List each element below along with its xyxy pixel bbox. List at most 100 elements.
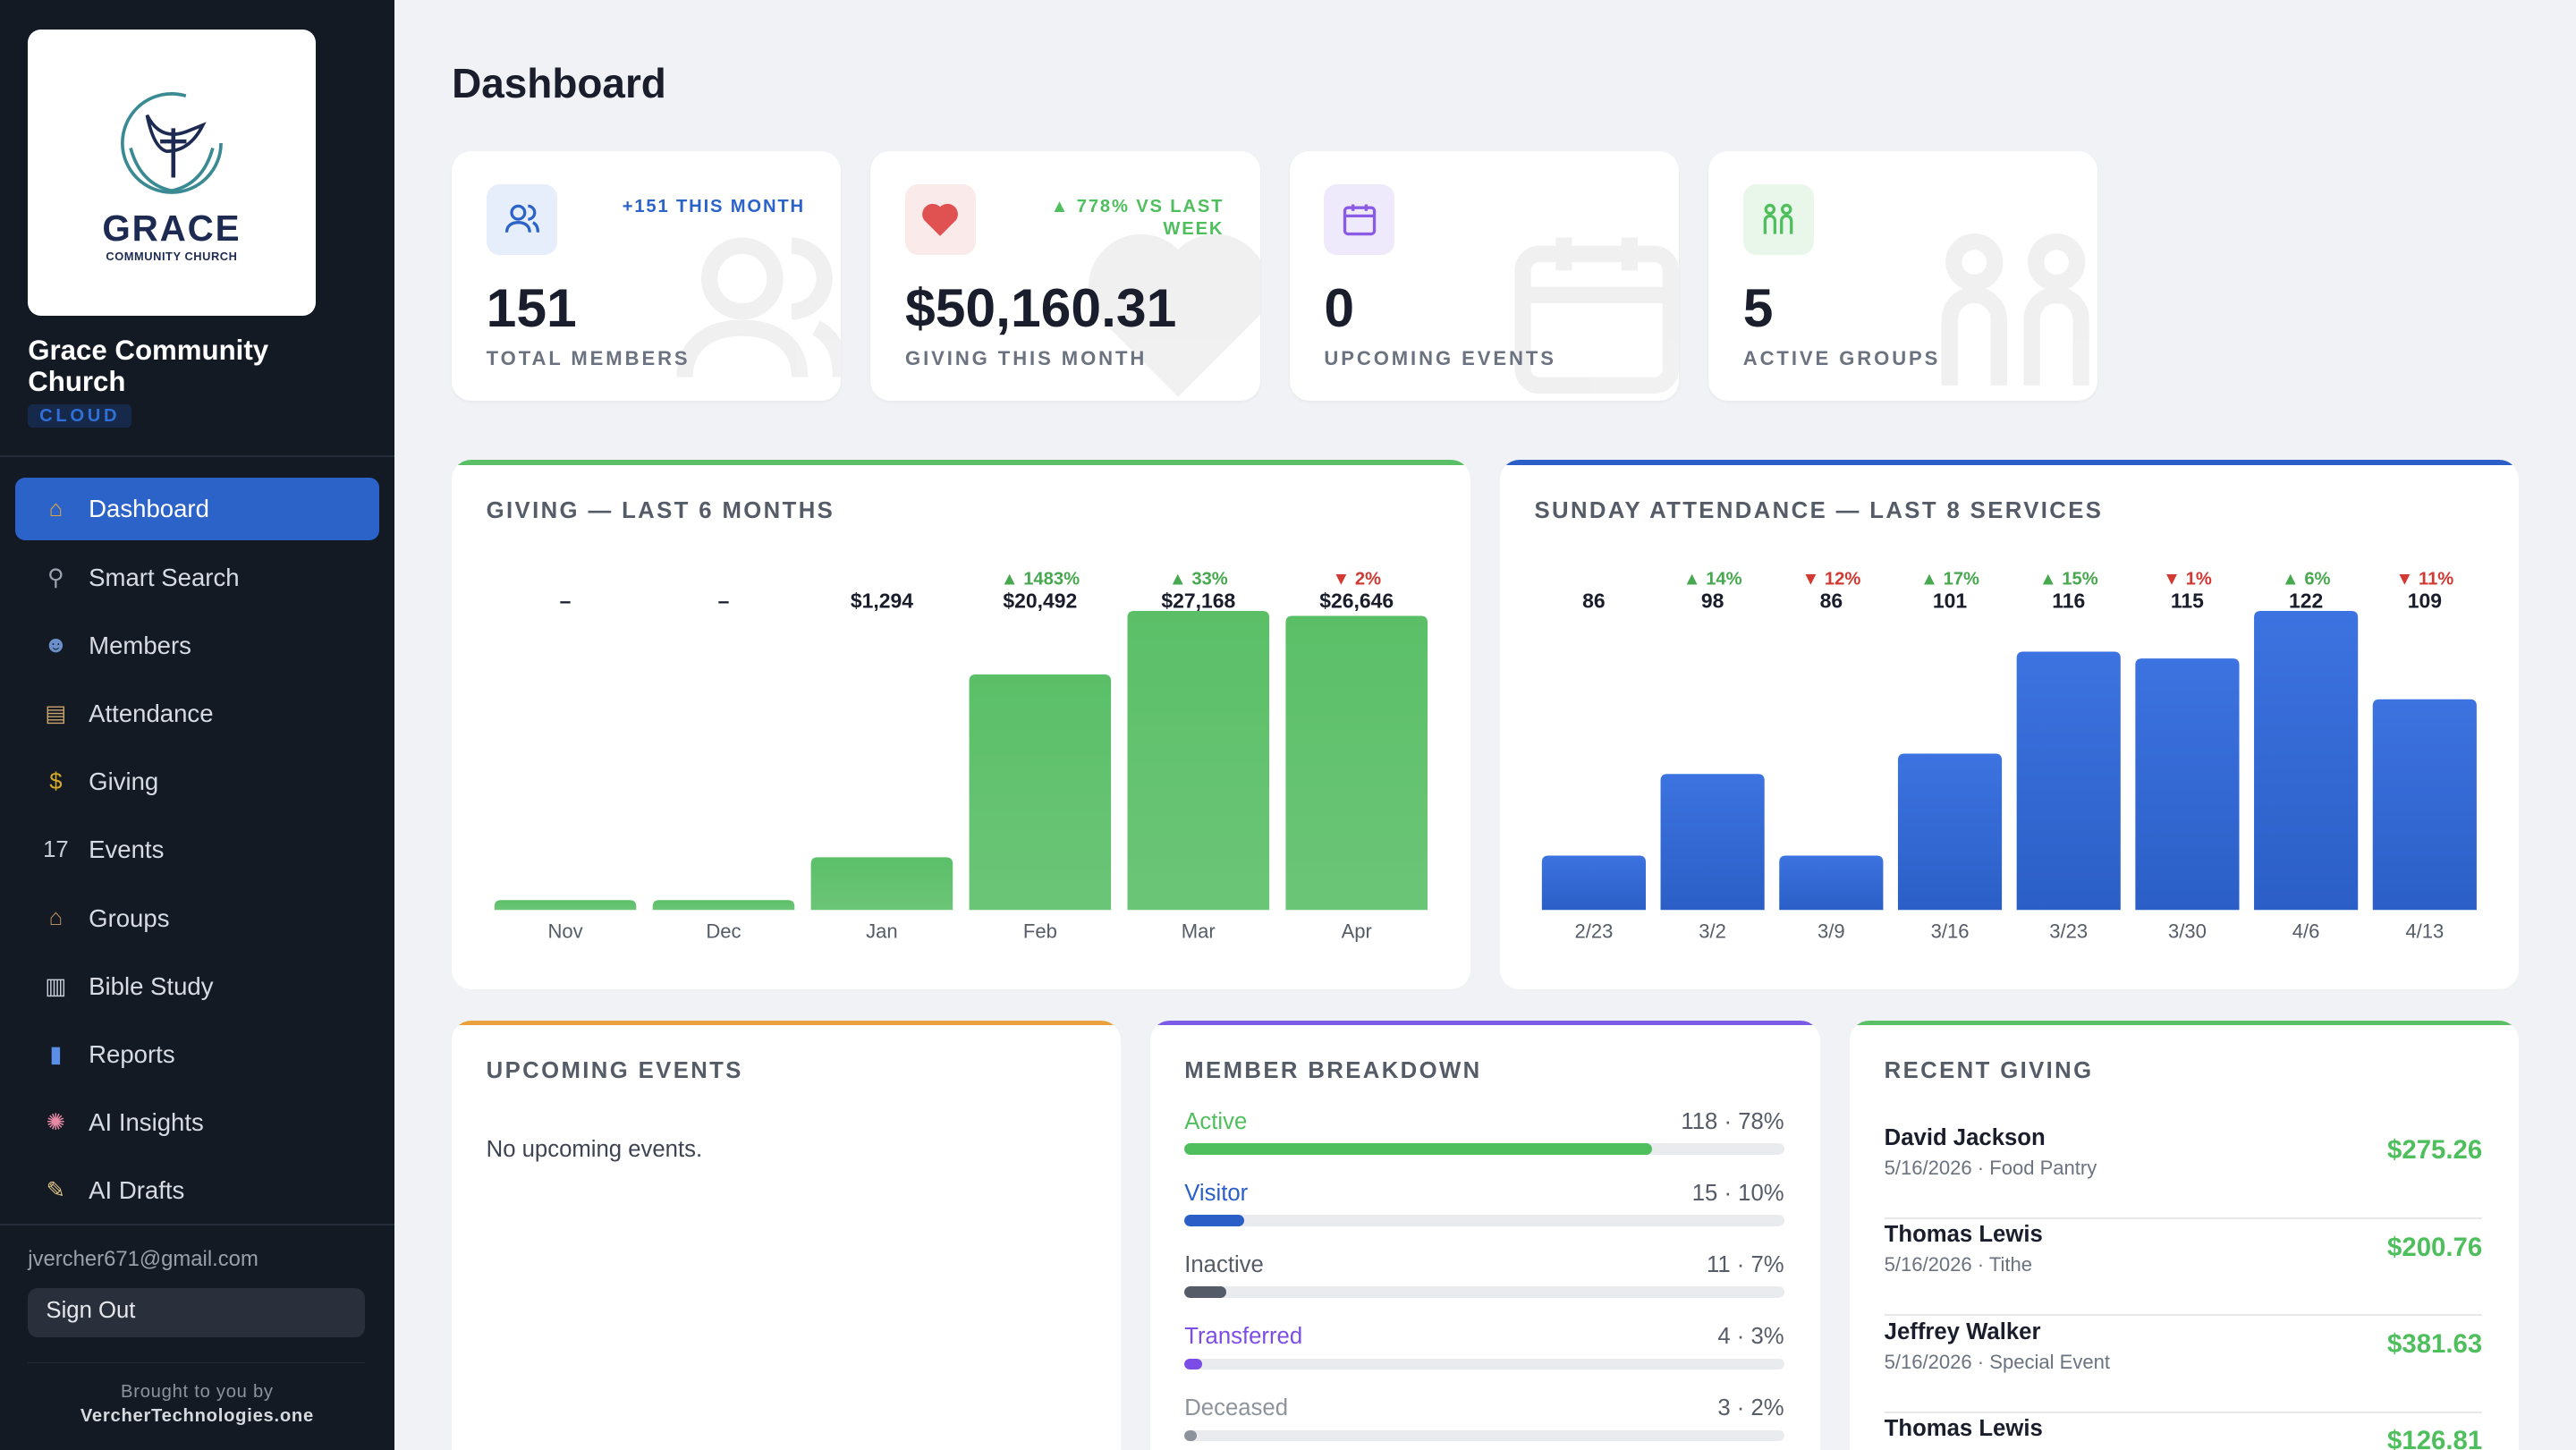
group-icon [1742,183,1814,255]
category-label: 3/2 [1699,920,1726,943]
status-count: 11 · 7% [1706,1251,1784,1277]
gift-amount: $126.81 [2387,1426,2483,1450]
category-label: 3/16 [1930,920,1969,943]
card-title: UPCOMING EVENTS [486,1057,743,1083]
breakdown-row-inactive: Inactive 11 · 7% [1184,1252,1784,1311]
gift-amount: $275.26 [2387,1135,2483,1166]
attendance-bar-chart: 862/23▲ 14%983/2▼ 12%863/9▲ 17%1013/16▲ … [1541,570,2477,943]
progress-track [1184,1429,1784,1442]
status-label: Active [1184,1108,1248,1134]
progress-fill [1184,1215,1245,1227]
value-label: 86 [1819,589,1843,613]
bar[interactable] [1660,774,1765,911]
stat-value: 151 [486,276,577,338]
progress-track [1184,1286,1784,1299]
houses-icon: ⌂ [48,905,64,931]
stat-card-upcoming-events[interactable]: 0 UPCOMING EVENTS [1289,150,1680,402]
sidebar-item-label: Events [89,835,165,864]
status-count: 3 · 2% [1717,1395,1784,1421]
change-label: ▼ 2% [1332,570,1381,589]
status-label: Transferred [1184,1324,1303,1349]
stat-card-giving-this-month[interactable]: ▲ 778% VS LAST WEEK $50,160.31 GIVING THIS… [870,150,1260,402]
sidebar-item-events[interactable]: 17 Events [15,818,380,881]
divider [0,454,394,457]
category-label: 3/23 [2049,920,2088,943]
stat-trend: ▲ 778% VS LAST WEEK [1050,196,1224,240]
bar[interactable] [1541,855,1646,911]
bar[interactable] [494,900,637,911]
progress-fill [1184,1143,1653,1156]
gift-meta: 5/16/2026 · Special Event [1884,1350,2110,1373]
progress-track [1184,1143,1784,1156]
card-accent [452,460,1470,465]
bar[interactable] [2016,651,2121,911]
stat-card-total-members[interactable]: +151 THIS MONTH 151 TOTAL MEMBERS [452,150,842,402]
change-label: ▼ 12% [1801,570,1860,589]
sidebar-item-attendance[interactable]: ▤ Attendance [15,683,380,745]
card-title: MEMBER BREAKDOWN [1184,1057,1482,1083]
brand-link[interactable]: VercherTechnologies.one [80,1406,314,1427]
users-watermark-icon [660,213,842,401]
heart-icon [905,183,976,255]
bar[interactable] [1897,753,2003,911]
bar[interactable] [1285,615,1428,911]
logo-wordmark: GRACE [102,207,242,249]
stat-card-active-groups[interactable]: 5 ACTIVE GROUPS [1708,150,2098,402]
sidebar-item-dashboard[interactable]: ⌂ Dashboard [14,478,380,541]
change-label: ▲ 1483% [1001,570,1080,589]
bar[interactable] [1127,611,1270,911]
sidebar-item-bible-study[interactable]: ▥ Bible Study [15,955,380,1018]
church-logo[interactable]: GRACE COMMUNITY CHURCH [28,30,316,316]
stat-trend: +151 THIS MONTH [622,196,805,216]
bar[interactable] [2372,700,2477,911]
gift-list-item[interactable]: David Jackson 5/16/2026 · Food Pantry $275… [1884,1122,2483,1219]
sidebar-item-smart-search[interactable]: ⚲ Smart Search [15,547,380,609]
sidebar-item-giving[interactable]: $ Giving [15,750,380,813]
change-label: ▼ 1% [2163,570,2212,589]
bar[interactable] [2135,658,2240,911]
value-label: 115 [2171,589,2204,613]
sidebar-item-groups[interactable]: ⌂ Groups [15,887,380,950]
category-label: Dec [706,920,741,943]
org-name: Grace Community Church [28,334,269,397]
bar[interactable] [1779,855,1884,911]
bar[interactable] [810,857,953,911]
gift-list-item[interactable]: Jeffrey Walker 5/16/2026 · Special Event $… [1884,1316,2483,1413]
sidebar-item-members[interactable]: ☻ Members [15,615,380,677]
sign-out-button[interactable]: Sign Out [28,1287,365,1338]
value-label: 86 [1582,589,1606,613]
bar[interactable] [969,674,1112,911]
donor-name: Thomas Lewis [1884,1416,2043,1442]
sidebar-item-label: Members [89,631,191,659]
gift-list-item[interactable]: Thomas Lewis 5/16/2026 · Tithe $200.76 [1884,1219,2483,1317]
bar[interactable] [2253,611,2359,911]
sidebar: GRACE COMMUNITY CHURCH Grace Community C… [0,0,394,1450]
divider [28,1361,365,1364]
stat-label: UPCOMING EVENTS [1324,346,1556,369]
sidebar-item-ai-insights[interactable]: ✺ AI Insights [15,1091,380,1154]
bar-chart-icon: ▮ [49,1041,63,1067]
sidebar-item-ai-drafts[interactable]: ✎ AI Drafts [15,1160,380,1223]
sidebar-item-reports[interactable]: ▮ Reports [15,1023,380,1086]
stat-value: $50,160.31 [905,276,1177,338]
sidebar-item-label: Groups [89,903,170,932]
sidebar-item-label: AI Insights [89,1108,204,1137]
category-label: 4/13 [2405,920,2444,943]
category-label: Nov [548,920,583,943]
upcoming-events-card: UPCOMING EVENTS No upcoming events. [452,1020,1121,1450]
bar[interactable] [652,900,795,911]
change-label: ▲ 33% [1169,570,1228,589]
sidebar-item-label: AI Drafts [89,1176,185,1205]
memo-icon: ✎ [46,1178,66,1204]
value-label: $26,646 [1319,589,1394,613]
change-label: ▲ 6% [2282,570,2331,589]
progress-fill [1184,1358,1203,1370]
gift-list-item[interactable]: Thomas Lewis 5/15/2026 · Missions $126.81 [1885,1413,2483,1450]
calendar-icon: 17 [43,836,69,862]
progress-track [1184,1358,1784,1370]
breakdown-row-visitor: Visitor 15 · 10% [1184,1181,1784,1240]
value-label: $27,168 [1161,589,1235,613]
house-icon: ⌂ [48,496,64,521]
change-label: ▲ 14% [1683,570,1742,589]
